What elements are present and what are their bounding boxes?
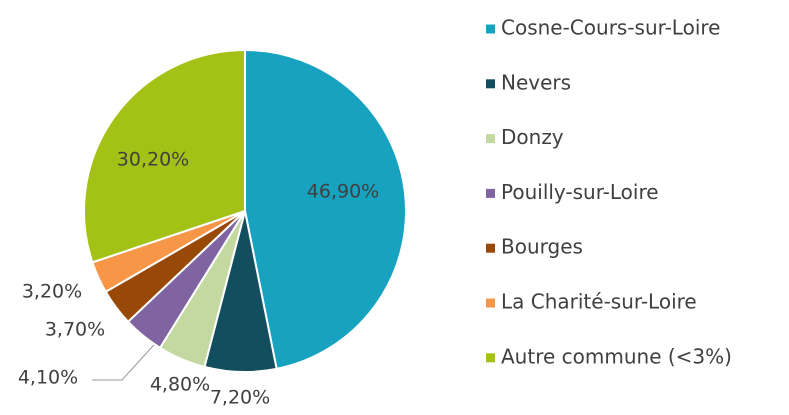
data-label: 4,80%: [150, 374, 210, 396]
legend-swatch: [486, 243, 495, 253]
legend-swatch: [486, 79, 495, 89]
data-label: 7,20%: [210, 387, 270, 409]
legend-swatch: [486, 24, 495, 34]
leader-line: [92, 335, 163, 381]
legend-swatch: [486, 188, 495, 198]
legend-label: Autre commune (<3%): [501, 344, 732, 368]
data-label: 4,10%: [18, 367, 78, 389]
legend-label: Cosne-Cours-sur-Loire: [501, 16, 720, 40]
legend-label: Bourges: [501, 235, 583, 259]
pie-slice: [244, 48, 407, 371]
legend-swatch: [486, 298, 495, 308]
data-label: 46,90%: [307, 181, 379, 203]
legend-label: Donzy: [501, 125, 564, 149]
data-label: 30,20%: [117, 149, 189, 171]
legend-label: La Charité-sur-Loire: [501, 290, 697, 314]
legend-label: Nevers: [501, 70, 571, 94]
data-label: 3,20%: [22, 281, 82, 303]
legend-swatch: [486, 134, 495, 144]
pie-slice: [83, 48, 246, 264]
data-label: 3,70%: [45, 319, 105, 341]
legend-swatch: [486, 353, 495, 363]
legend-label: Pouilly-sur-Loire: [501, 180, 659, 204]
